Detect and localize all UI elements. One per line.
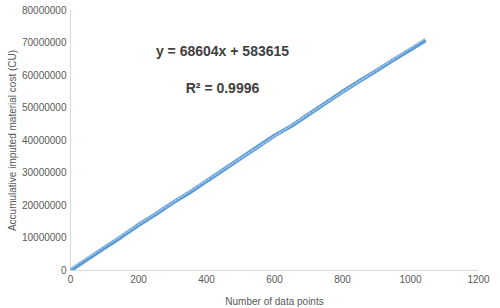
svg-text:Number of data points: Number of data points	[225, 296, 323, 307]
svg-text:200: 200	[130, 274, 147, 285]
svg-text:800: 800	[334, 274, 351, 285]
svg-text:10000000: 10000000	[22, 232, 67, 243]
svg-text:30000000: 30000000	[22, 167, 67, 178]
svg-text:80000000: 80000000	[22, 5, 67, 16]
svg-text:40000000: 40000000	[22, 135, 67, 146]
svg-text:0: 0	[61, 265, 67, 276]
svg-text:70000000: 70000000	[22, 37, 67, 48]
svg-text:Accumulative imputed material: Accumulative imputed material cost (CU)	[7, 50, 18, 231]
svg-text:50000000: 50000000	[22, 102, 67, 113]
svg-text:1000: 1000	[399, 274, 422, 285]
svg-text:R² = 0.9996: R² = 0.9996	[186, 80, 260, 96]
svg-text:60000000: 60000000	[22, 70, 67, 81]
svg-text:20000000: 20000000	[22, 200, 67, 211]
svg-text:y = 68604x + 583615: y = 68604x + 583615	[156, 43, 289, 59]
svg-text:1200: 1200	[467, 274, 490, 285]
svg-text:600: 600	[266, 274, 283, 285]
svg-text:0: 0	[68, 274, 74, 285]
svg-text:400: 400	[198, 274, 215, 285]
